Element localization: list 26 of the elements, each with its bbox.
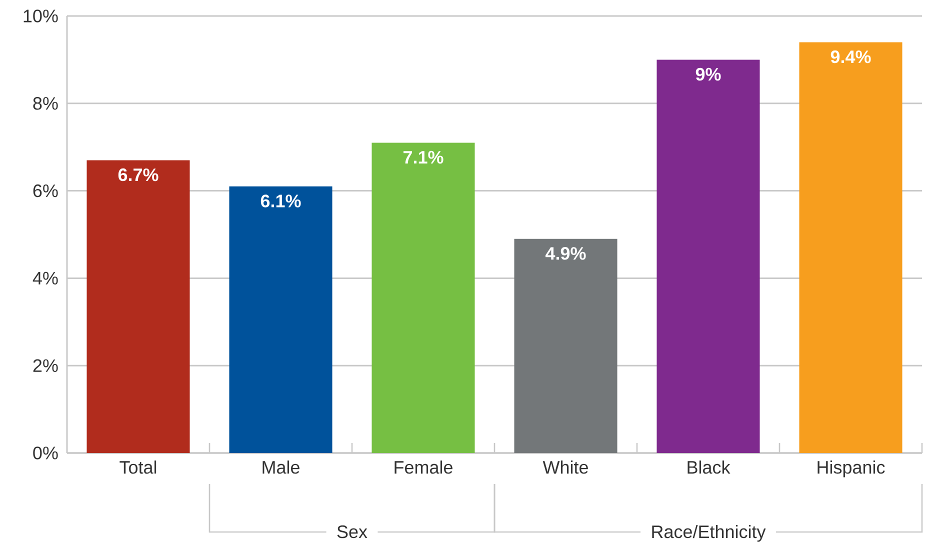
x-tick-label: Black bbox=[688, 460, 730, 474]
bar bbox=[372, 142, 475, 453]
y-tick-label: 4% bbox=[32, 272, 58, 284]
data-label: 4.9% bbox=[546, 247, 586, 260]
x-tick-label: White bbox=[542, 460, 588, 474]
data-label: 6.1% bbox=[260, 194, 301, 208]
data-label: 9.4% bbox=[830, 50, 871, 64]
bar bbox=[514, 238, 618, 453]
text: Sex bbox=[337, 525, 368, 538]
y-tick-label: 8% bbox=[33, 97, 58, 110]
bar bbox=[86, 160, 190, 453]
data-label: 6.7% bbox=[118, 168, 158, 182]
y-tick-label: 2% bbox=[33, 359, 58, 372]
text: Race/Ethnicity bbox=[652, 524, 766, 542]
data-label: 7.1% bbox=[404, 150, 444, 164]
data-label: 9% bbox=[696, 68, 721, 81]
bar bbox=[799, 42, 902, 453]
x-tick-label: Total bbox=[120, 460, 156, 474]
y-tick-label: 0% bbox=[33, 446, 58, 460]
x-tick-label: Hispanic bbox=[818, 460, 885, 478]
y-tick-label: 6% bbox=[33, 184, 58, 198]
y-tick-label: 10% bbox=[24, 10, 58, 22]
bar bbox=[656, 60, 760, 453]
x-tick-label: Female bbox=[394, 460, 452, 474]
bar bbox=[229, 186, 332, 453]
x-tick-label: Male bbox=[262, 460, 300, 474]
